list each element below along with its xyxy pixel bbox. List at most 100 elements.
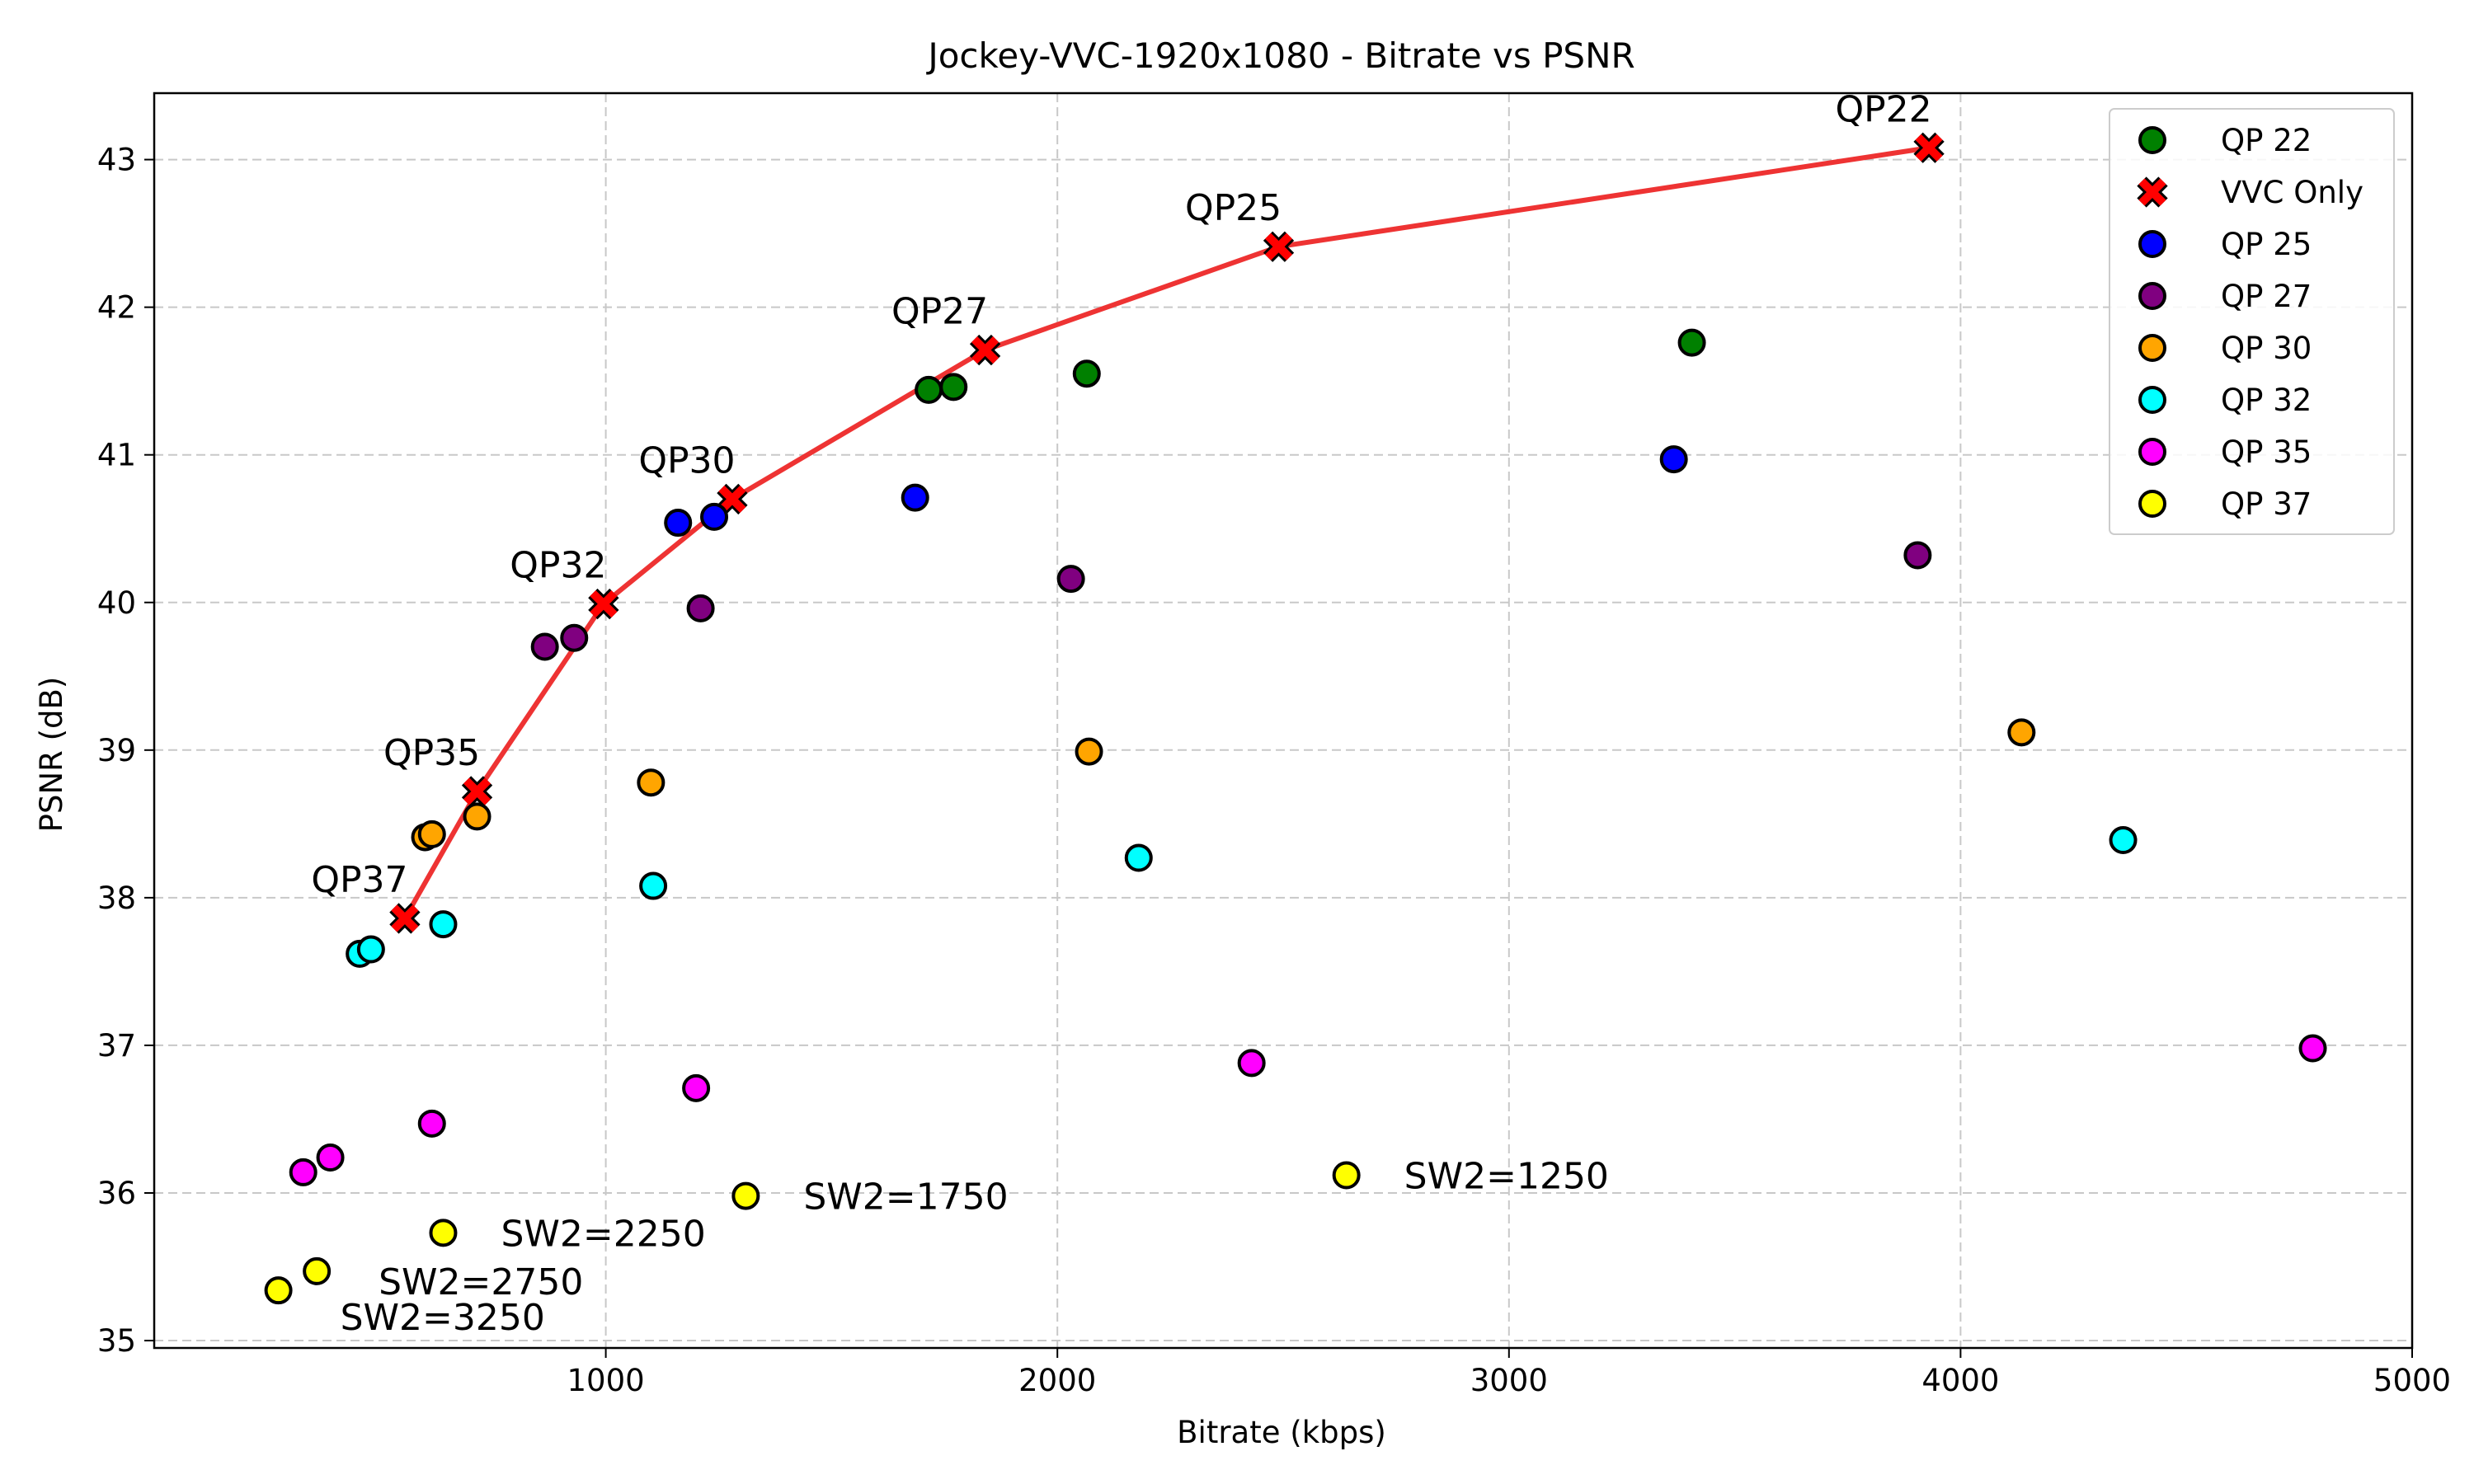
qp-25-point	[1659, 445, 1688, 474]
qp-35-point	[2298, 1034, 2327, 1063]
qp-27-point	[560, 623, 589, 652]
legend-marker-vvc-only	[2137, 176, 2168, 208]
qp-30-point	[417, 819, 446, 848]
vvc-only-point	[1263, 231, 1295, 262]
y-tick-label: 38	[97, 881, 136, 916]
qp-27-point	[1056, 565, 1085, 594]
x-marker	[590, 590, 618, 618]
legend-marker-qp-32	[2138, 386, 2166, 414]
qp-32-point	[1124, 843, 1153, 872]
legend-label-qp-30: QP 30	[2221, 331, 2312, 366]
qp-32-point	[356, 935, 385, 964]
x-marker	[463, 777, 492, 805]
qp-30-point	[2007, 718, 2036, 747]
legend-marker-qp-25	[2138, 230, 2166, 258]
vvc-qp-label: QP25	[1185, 187, 1282, 229]
y-tick-label: 41	[97, 438, 136, 473]
y-tick-label: 43	[97, 143, 136, 178]
qp-35-point	[417, 1109, 446, 1138]
qp-27-point	[686, 594, 715, 622]
axes: 1000 2000 3000 4000 5000 35 36 37 38 39 40 41 42 43	[97, 92, 2451, 1398]
chart-title: Jockey-VVC-1920x1080 - Bitrate vs PSNR	[925, 35, 1634, 76]
sw2-label: SW2=2250	[501, 1213, 705, 1255]
legend-label-qp-27: QP 27	[2221, 279, 2312, 314]
point-labels: QP37QP35QP32QP30QP27QP25QP22SW2=3250SW2=…	[311, 88, 1931, 1339]
vvc-qp-label: QP22	[1835, 88, 1931, 130]
vvc-qp-label: QP32	[510, 545, 606, 587]
qp-35-point	[682, 1073, 711, 1102]
x-marker	[2138, 178, 2166, 206]
legend-label-vvc-only: VVC Only	[2221, 175, 2363, 210]
data-markers	[264, 132, 2327, 1305]
legend-marker-qp-22	[2138, 126, 2166, 154]
qp-27-point	[530, 632, 559, 661]
y-tick-label: 42	[97, 290, 136, 326]
vvc-only-point	[717, 483, 748, 515]
sw2-label: SW2=1750	[803, 1176, 1008, 1219]
y-tick-label: 37	[97, 1028, 136, 1064]
qp-30-point	[637, 768, 666, 797]
x-marker	[718, 485, 746, 513]
qp-30-point	[1075, 737, 1103, 766]
legend-label-qp-35: QP 35	[2221, 434, 2312, 470]
y-tick-label: 35	[97, 1323, 136, 1359]
qp-22-point	[939, 373, 968, 402]
qp-32-point	[2109, 826, 2138, 855]
legend-marker-qp-27	[2138, 282, 2166, 310]
qp-27-point	[1903, 541, 1932, 570]
legend-marker-qp-30	[2138, 334, 2166, 362]
legend-label-qp-25: QP 25	[2221, 227, 2312, 262]
x-marker	[1264, 232, 1293, 261]
qp-25-point	[664, 509, 693, 538]
vvc-qp-label: QP35	[383, 732, 480, 774]
vvc-only-point	[389, 903, 421, 934]
qp-32-point	[429, 910, 458, 939]
qp-30-point	[463, 802, 492, 831]
x-marker	[1915, 134, 1943, 162]
x-marker	[971, 336, 999, 364]
qp-22-point	[1072, 359, 1101, 388]
legend-marker-qp-35	[2138, 438, 2166, 466]
qp-25-point	[700, 502, 729, 531]
plot-frame	[153, 92, 2414, 1350]
qp-32-point	[639, 871, 668, 900]
y-tick-label: 39	[97, 733, 136, 768]
qp-22-point	[915, 375, 943, 404]
y-tick-label: 36	[97, 1176, 136, 1211]
qp-35-point	[1237, 1049, 1266, 1078]
sw2-label: SW2=1250	[1404, 1156, 1609, 1198]
vvc-only-point	[1913, 132, 1945, 163]
legend-box	[2109, 108, 2395, 535]
legend: QP 22 VVC Only QP 25 QP 27 QP 30 QP 32 QP 35 QP…	[2109, 108, 2395, 535]
x-tick-label: 5000	[2373, 1363, 2451, 1398]
x-marker	[391, 904, 419, 932]
vvc-only-point	[588, 588, 619, 620]
vvc-qp-label: QP30	[638, 439, 735, 481]
qp-37-point	[264, 1276, 293, 1305]
y-tick-label: 40	[97, 585, 136, 621]
qp-37-point	[1332, 1161, 1361, 1190]
vvc-only-point	[969, 334, 1001, 366]
y-axis-label: PSNR (dB)	[34, 677, 69, 833]
vvc-qp-label: QP37	[311, 859, 407, 901]
sw2-label: SW2=2750	[379, 1261, 583, 1303]
qp-35-point	[316, 1144, 345, 1172]
vvc-only-point	[461, 776, 493, 807]
x-tick-label: 1000	[567, 1363, 645, 1398]
vvc-qp-label: QP27	[891, 291, 988, 333]
legend-label-qp-32: QP 32	[2221, 383, 2312, 418]
qp-37-point	[429, 1219, 458, 1247]
qp-35-point	[289, 1158, 317, 1186]
qp-37-point	[731, 1181, 760, 1210]
x-tick-label: 3000	[1470, 1363, 1548, 1398]
legend-marker-qp-37	[2138, 490, 2166, 518]
x-axis-label: Bitrate (kbps)	[1177, 1415, 1386, 1450]
qp-37-point	[303, 1256, 332, 1285]
sw2-label: SW2=3250	[341, 1297, 545, 1339]
qp-22-point	[1677, 328, 1706, 357]
x-tick-label: 2000	[1018, 1363, 1096, 1398]
legend-label-qp-37: QP 37	[2221, 486, 2312, 522]
legend-label-qp-22: QP 22	[2221, 123, 2312, 158]
qp-25-point	[901, 483, 929, 512]
